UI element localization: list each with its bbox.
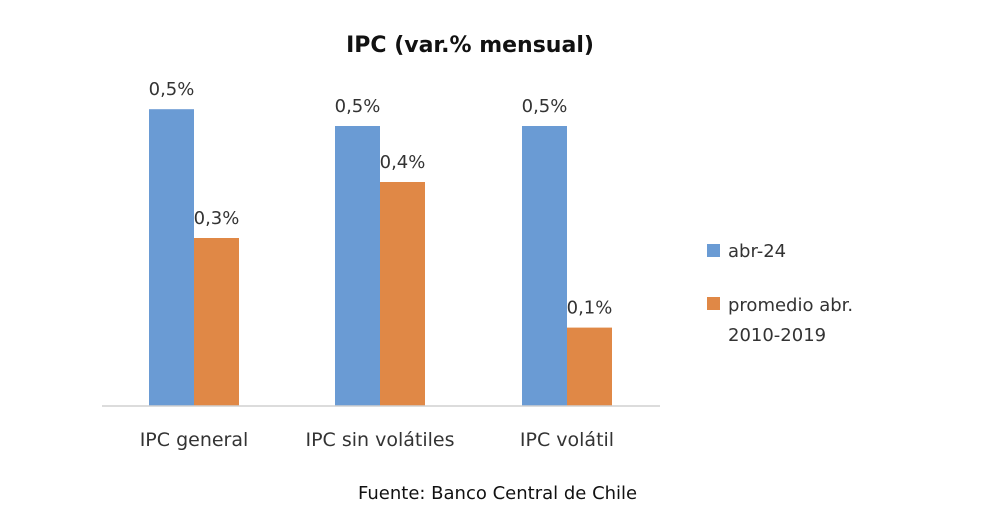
bar-promedio-1	[380, 182, 425, 406]
legend-swatch-abr-24	[707, 244, 720, 257]
data-label-promedio-0: 0,3%	[194, 208, 240, 229]
bar-promedio-0	[194, 238, 239, 406]
bar-abr-24-0	[149, 109, 194, 406]
x-tick-label-1: IPC sin volátiles	[305, 429, 454, 451]
x-tick-label-2: IPC volátil	[520, 429, 614, 451]
bar-abr-24-1	[335, 126, 380, 406]
legend-label-promedio-line2: 2010-2019	[728, 325, 826, 346]
chart-title: IPC (var.% mensual)	[346, 33, 594, 58]
source-note: Fuente: Banco Central de Chile	[358, 483, 637, 504]
bar-promedio-2	[567, 327, 612, 406]
legend-swatch-promedio	[707, 297, 720, 310]
x-tick-labels: IPC general IPC sin volátiles IPC volátil	[140, 429, 614, 451]
legend-label-abr-24: abr-24	[728, 241, 786, 262]
data-label-abr-24-0: 0,5%	[149, 79, 195, 100]
legend-label-promedio-line1: promedio abr.	[728, 295, 853, 316]
bar-abr-24-2	[522, 126, 567, 406]
data-label-promedio-1: 0,4%	[380, 152, 426, 173]
bar-group: 0,5% 0,3% 0,5% 0,4% 0,5% 0,1%	[149, 79, 613, 406]
data-label-abr-24-1: 0,5%	[335, 96, 381, 117]
x-tick-label-0: IPC general	[140, 429, 249, 451]
legend: abr-24 promedio abr. 2010-2019	[707, 241, 853, 346]
data-label-abr-24-2: 0,5%	[522, 96, 568, 117]
data-label-promedio-2: 0,1%	[567, 298, 613, 319]
